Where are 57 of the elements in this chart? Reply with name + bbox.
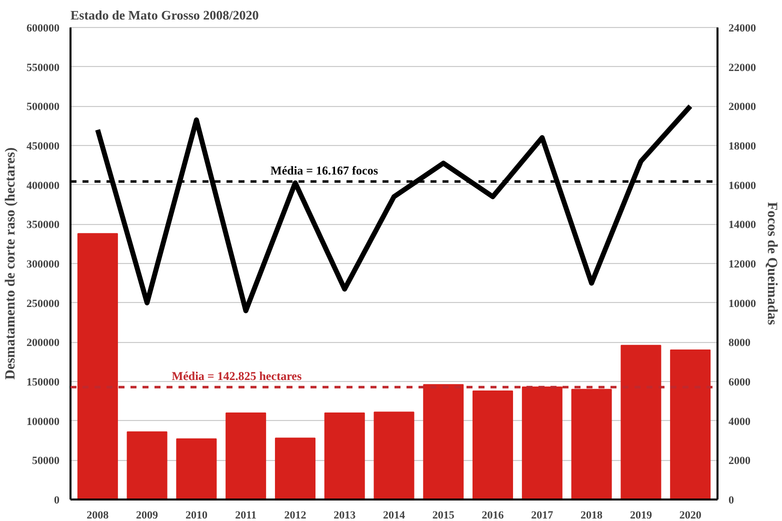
x-tick-label: 2019 — [630, 510, 652, 521]
y-tick-label: 50000 — [32, 455, 60, 468]
y2-tick-label: 6000 — [728, 376, 751, 388]
bar — [571, 388, 612, 500]
bar — [226, 412, 266, 500]
y2-tick-label: 0 — [728, 494, 734, 506]
x-tick-label: 2017 — [531, 510, 554, 521]
y2-tick-label: 8000 — [728, 337, 751, 350]
x-tick-label: 2009 — [136, 510, 159, 521]
y-tick-label: 550000 — [26, 62, 60, 74]
bar — [176, 438, 217, 500]
bar — [274, 438, 316, 500]
x-tick-label: 2016 — [482, 510, 504, 521]
y2-tick-label: 4000 — [728, 416, 751, 428]
x-tick-label: 2013 — [334, 510, 356, 521]
y-axis-title: Desmatamento de corte raso (hectares) — [4, 147, 18, 380]
bar — [522, 386, 562, 500]
x-tick-label: 2008 — [86, 510, 110, 521]
y2-tick-label: 22000 — [728, 62, 756, 74]
y-tick-label: 150000 — [26, 376, 60, 388]
ref-line-label: Média = 16.167 focos — [270, 164, 378, 178]
bar — [423, 384, 464, 500]
y-tick-label: 100000 — [26, 416, 60, 428]
y-tick-label: 200000 — [26, 337, 60, 350]
y2-axis-title: Focos de Queimadas — [764, 202, 779, 326]
bar — [126, 431, 168, 500]
bar — [620, 344, 662, 500]
y-tick-label: 300000 — [26, 258, 60, 270]
chart-title: Estado de Mato Grosso 2008/2020 — [70, 8, 259, 22]
y-tick-label: 400000 — [26, 180, 60, 192]
y2-tick-label: 2000 — [728, 455, 751, 468]
y2-tick-label: 24000 — [728, 22, 756, 34]
y-tick-label: 250000 — [26, 298, 60, 310]
bar — [670, 350, 711, 500]
y-tick-label: 500000 — [26, 101, 60, 114]
bar — [472, 390, 514, 500]
x-tick-label: 2012 — [284, 510, 307, 521]
y2-tick-label: 20000 — [728, 101, 756, 114]
y2-tick-label: 18000 — [728, 140, 756, 152]
x-tick-label: 2010 — [185, 510, 208, 521]
y-tick-label: 450000 — [26, 140, 60, 152]
x-tick-label: 2011 — [235, 510, 257, 521]
x-tick-label: 2020 — [679, 510, 702, 521]
bar — [77, 233, 118, 500]
bar — [374, 412, 414, 500]
x-tick-label: 2018 — [580, 510, 604, 521]
y-tick-label: 600000 — [26, 22, 60, 34]
ref-line-label: Média = 142.825 hectares — [172, 369, 302, 384]
y2-tick-label: 12000 — [728, 258, 756, 270]
bar — [324, 412, 365, 500]
y2-tick-label: 16000 — [728, 180, 756, 192]
y-tick-label: 0 — [54, 494, 60, 506]
y2-tick-label: 10000 — [728, 298, 756, 310]
x-tick-label: 2014 — [383, 510, 406, 521]
x-tick-label: 2015 — [432, 510, 455, 521]
y-tick-label: 350000 — [26, 219, 60, 232]
y2-tick-label: 14000 — [728, 219, 756, 232]
